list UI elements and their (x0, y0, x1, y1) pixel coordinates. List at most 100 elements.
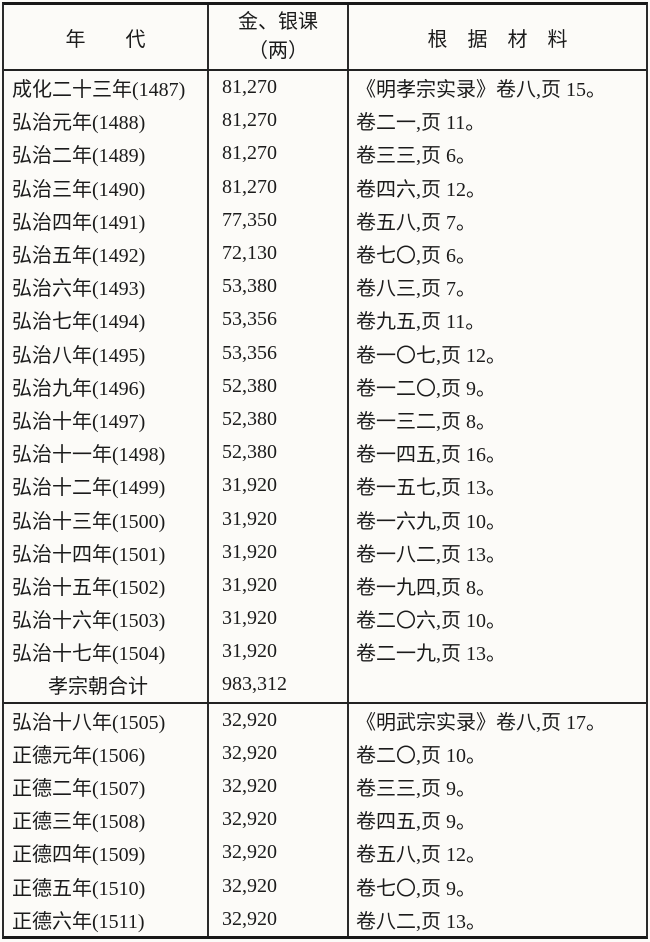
source-cell: 卷二〇六,页 10。 (356, 610, 506, 633)
year-cell: 弘治三年(1490) (4, 170, 209, 204)
amount-cell: 52,380 (209, 402, 349, 437)
year-cell: 弘治元年(1488) (4, 104, 209, 138)
amount-cell: 31,920 (209, 635, 349, 669)
source-cell: 卷一二〇,页 9。 (356, 377, 496, 400)
source-cell: 卷三三,页 6。 (356, 145, 476, 168)
amount-cell: 31,920 (209, 602, 349, 636)
amount-cell: 31,920 (209, 469, 349, 503)
source-cell: 卷一三二,页 8。 (356, 410, 496, 433)
amount-cell: 72,130 (209, 236, 349, 271)
amount-cell: 31,920 (209, 568, 349, 602)
amount-cell: 31,920 (209, 535, 349, 569)
source-cell: 卷一六九,页 10。 (356, 510, 506, 533)
year-cell: 弘治九年(1496) (4, 369, 209, 403)
header-amount-line2: （两） (248, 40, 308, 62)
source-cell: 卷一〇七,页 12。 (356, 344, 506, 367)
amount-cell: 81,270 (209, 71, 349, 105)
year-cell: 正德六年(1511) (4, 902, 209, 936)
source-cell: 卷九五,页 11。 (356, 311, 486, 334)
source-cell: 卷五八,页 12。 (356, 844, 486, 867)
table-row: 弘治七年(1494) 53,356 卷九五,页 11。 (4, 303, 646, 337)
table-row: 弘治三年(1490) 81,270 卷四六,页 12。 (4, 170, 646, 204)
year-cell: 弘治十八年(1505) (4, 703, 209, 737)
amount-cell: 31,920 (209, 502, 349, 536)
year-cell: 弘治八年(1495) (4, 336, 209, 370)
table-row: 弘治十一年(1498) 52,380 卷一四五,页 16。 (4, 436, 646, 470)
amount-cell: 32,920 (209, 803, 349, 837)
year-cell: 弘治十三年(1500) (4, 502, 209, 536)
year-cell: 弘治六年(1493) (4, 270, 209, 304)
amount-cell: 32,920 (209, 836, 349, 870)
source-cell: 卷四六,页 12。 (356, 178, 486, 201)
table-row: 正德元年(1506) 32,920 卷二〇,页 10。 (4, 736, 646, 770)
table-row: 正德六年(1511) 32,920 卷八二,页 13。 (4, 902, 646, 936)
amount-cell: 32,920 (209, 736, 349, 770)
year-cell: 正德二年(1507) (4, 769, 209, 804)
source-cell: 卷一四五,页 16。 (356, 444, 506, 467)
table-total-row: 孝宗朝合计 983,312 (4, 668, 646, 702)
table-row: 弘治十六年(1503) 31,920 卷二〇六,页 10。 (4, 602, 646, 636)
source-cell: 卷八三,页 7。 (356, 278, 476, 301)
amount-cell: 983,312 (209, 668, 349, 702)
table-row: 弘治十三年(1500) 31,920 卷一六九,页 10。 (4, 502, 646, 536)
source-cell: 卷四五,页 9。 (356, 811, 476, 834)
table-row: 弘治十年(1497) 52,380 卷一三二,页 8。 (4, 402, 646, 437)
amount-cell: 32,920 (209, 703, 349, 737)
table-row: 正德二年(1507) 32,920 卷三三,页 9。 (4, 769, 646, 804)
source-cell: 卷一九四,页 8。 (356, 576, 496, 599)
table-row: 弘治十七年(1504) 31,920 卷二一九,页 13。 (4, 635, 646, 669)
table-row: 弘治八年(1495) 53,356 卷一〇七,页 12。 (4, 336, 646, 370)
source-cell: 卷二〇,页 10。 (356, 744, 486, 767)
table-row: 正德四年(1509) 32,920 卷五八,页 12。 (4, 836, 646, 870)
source-cell: 卷二一九,页 13。 (356, 643, 506, 666)
table-row: 弘治二年(1489) 81,270 卷三三,页 6。 (4, 137, 646, 171)
amount-cell: 32,920 (209, 902, 349, 936)
source-cell: 卷七〇,页 9。 (356, 877, 476, 900)
year-cell: 正德四年(1509) (4, 836, 209, 870)
source-cell: 《明孝宗实录》卷八,页 15。 (356, 79, 606, 102)
year-cell: 弘治十五年(1502) (4, 568, 209, 602)
table-row: 正德三年(1508) 32,920 卷四五,页 9。 (4, 803, 646, 837)
source-cell: 卷八二,页 13。 (356, 910, 486, 933)
source-cell (349, 668, 646, 701)
table-row: 弘治十二年(1499) 31,920 卷一五七,页 13。 (4, 469, 646, 503)
year-cell: 弘治四年(1491) (4, 203, 209, 237)
source-cell: 卷五八,页 7。 (356, 211, 476, 234)
amount-cell: 32,920 (209, 869, 349, 903)
table-row: 正德五年(1510) 32,920 卷七〇,页 9。 (4, 869, 646, 903)
amount-cell: 53,356 (209, 303, 349, 337)
table-row: 弘治十八年(1505) 32,920 《明武宗实录》卷八,页 17。 (4, 701, 646, 737)
amount-cell: 81,270 (209, 104, 349, 138)
amount-cell: 81,270 (209, 137, 349, 171)
amount-cell: 52,380 (209, 369, 349, 403)
source-cell: 卷一五七,页 13。 (356, 477, 506, 500)
year-cell: 弘治十一年(1498) (4, 436, 209, 470)
header-source-column: 根 据 材 料 (427, 28, 568, 51)
source-cell: 卷三三,页 9。 (356, 778, 476, 801)
year-cell: 正德三年(1508) (4, 803, 209, 837)
header-amount-line1: 金、银课 (238, 11, 318, 33)
table-row: 弘治六年(1493) 53,380 卷八三,页 7。 (4, 270, 646, 304)
table-header: 年 代 金、银课 （两） 根 据 材 料 (4, 5, 646, 71)
table-row: 弘治十四年(1501) 31,920 卷一八二,页 13。 (4, 535, 646, 569)
year-cell: 弘治二年(1489) (4, 137, 209, 171)
source-cell: 卷二一,页 11。 (356, 112, 486, 135)
year-cell: 弘治十四年(1501) (4, 535, 209, 569)
year-cell: 弘治十六年(1503) (4, 602, 209, 636)
table-row: 弘治九年(1496) 52,380 卷一二〇,页 9。 (4, 369, 646, 403)
table-body: 成化二十三年(1487) 81,270 《明孝宗实录》卷八,页 15。弘治元年(14… (4, 71, 646, 936)
amount-cell: 77,350 (209, 203, 349, 237)
year-cell: 弘治十年(1497) (4, 402, 209, 437)
amount-cell: 53,380 (209, 270, 349, 304)
year-cell: 弘治十七年(1504) (4, 635, 209, 669)
amount-cell: 52,380 (209, 436, 349, 470)
total-label-cell: 孝宗朝合计 (4, 668, 209, 702)
header-amount-column: 金、银课 （两） (209, 5, 349, 69)
header-year-column: 年 代 (4, 5, 209, 69)
amount-cell: 53,356 (209, 336, 349, 370)
table-row: 弘治四年(1491) 77,350 卷五八,页 7。 (4, 203, 646, 237)
source-cell: 《明武宗实录》卷八,页 17。 (356, 711, 606, 734)
year-cell: 成化二十三年(1487) (4, 71, 209, 105)
